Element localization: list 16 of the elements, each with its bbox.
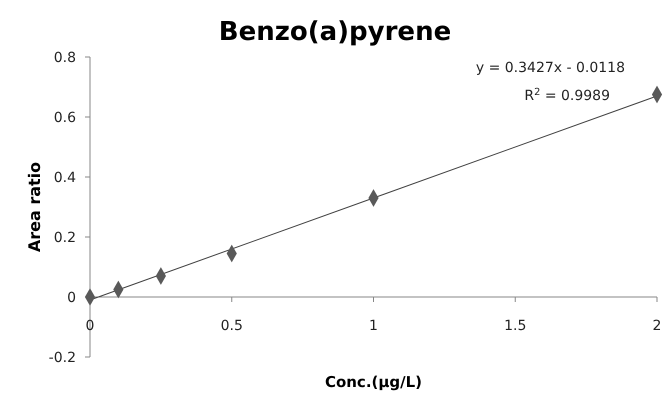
x-tick-label: 1.5 <box>504 318 526 334</box>
annotation: y = 0.3427x - 0.0118 <box>476 60 625 76</box>
x-tick-label: 0.5 <box>220 318 243 334</box>
x-axis-title: Conc.(μg/L) <box>324 373 422 391</box>
y-tick-label: 0.2 <box>54 230 76 246</box>
x-tick-label: 1 <box>369 318 378 334</box>
y-axis-title: Area ratio <box>25 162 44 252</box>
annotation: R$^{2}$ = 0.9989 <box>524 86 610 104</box>
y-tick-label: 0 <box>67 290 76 306</box>
x-tick-label: 2 <box>652 318 662 334</box>
chart-title: Benzo(a)pyrene <box>218 17 452 47</box>
y-tick-label: 0.4 <box>54 170 76 186</box>
y-tick-label: -0.2 <box>48 350 76 366</box>
y-tick-label: 0.8 <box>54 50 76 66</box>
y-tick-label: 0.6 <box>54 110 76 126</box>
x-tick-label: 0 <box>86 318 94 334</box>
